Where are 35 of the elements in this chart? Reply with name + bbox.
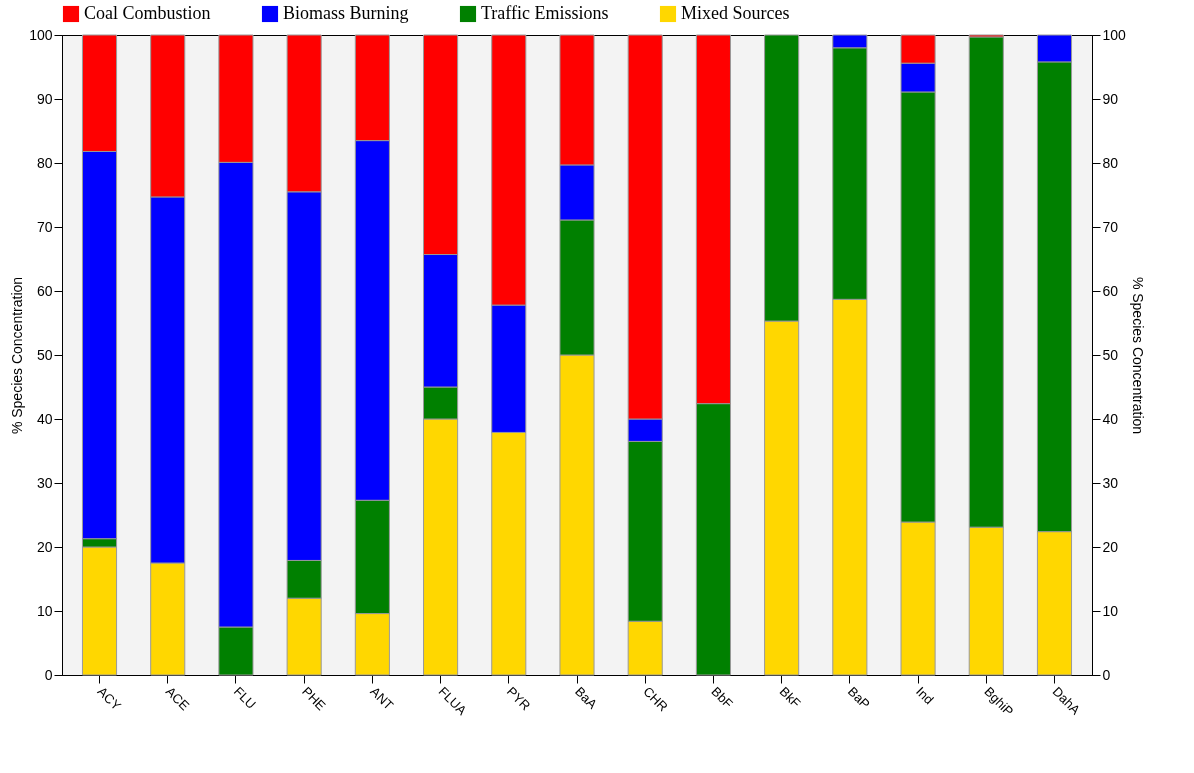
y2-tick-label: 0 xyxy=(1102,666,1111,683)
y2-tick-label: 10 xyxy=(1102,602,1119,619)
legend-label: Mixed Sources xyxy=(681,3,790,23)
y2-tick-label: 60 xyxy=(1102,282,1119,299)
y2-axis-title: % Species Concentration xyxy=(1129,276,1146,435)
x-tick-label: BbF xyxy=(708,683,736,712)
y2-tick-label: 90 xyxy=(1102,90,1119,107)
y-axis-title: % Species Concentration xyxy=(9,276,26,435)
y2-tick-label: 70 xyxy=(1102,218,1119,235)
legend-label: Traffic Emissions xyxy=(481,3,609,23)
x-tick-label: FLU xyxy=(230,683,259,712)
y-tick-label: 0 xyxy=(44,666,53,683)
x-tick-label: ACY xyxy=(94,683,125,714)
y-tick-label: 60 xyxy=(36,282,53,299)
legend-label: Coal Combustion xyxy=(84,3,211,23)
y-tick-label: 50 xyxy=(36,346,53,363)
y2-tick-label: 80 xyxy=(1102,154,1119,171)
y2-tick-label: 100 xyxy=(1102,26,1127,43)
y-tick-label: 30 xyxy=(36,474,53,491)
x-tick-label: Ind xyxy=(913,683,937,708)
x-tick-label: BaP xyxy=(844,683,873,712)
y-tick-label: 100 xyxy=(29,26,53,43)
y2-tick-label: 20 xyxy=(1102,538,1119,555)
y-tick-label: 70 xyxy=(36,218,53,235)
y2-tick-label: 40 xyxy=(1102,410,1119,427)
y2-tick-label: 50 xyxy=(1102,346,1119,363)
x-tick-label: ANT xyxy=(367,683,397,713)
y-tick-label: 20 xyxy=(36,538,53,555)
y-tick-label: 40 xyxy=(36,410,53,427)
y2-tick-label: 30 xyxy=(1102,474,1119,491)
y-tick-label: 90 xyxy=(36,90,53,107)
y-tick-label: 80 xyxy=(36,154,53,171)
y-tick-label: 10 xyxy=(36,602,53,619)
legend-label: Biomass Burning xyxy=(283,3,409,23)
x-tick-label: BkF xyxy=(776,683,804,711)
